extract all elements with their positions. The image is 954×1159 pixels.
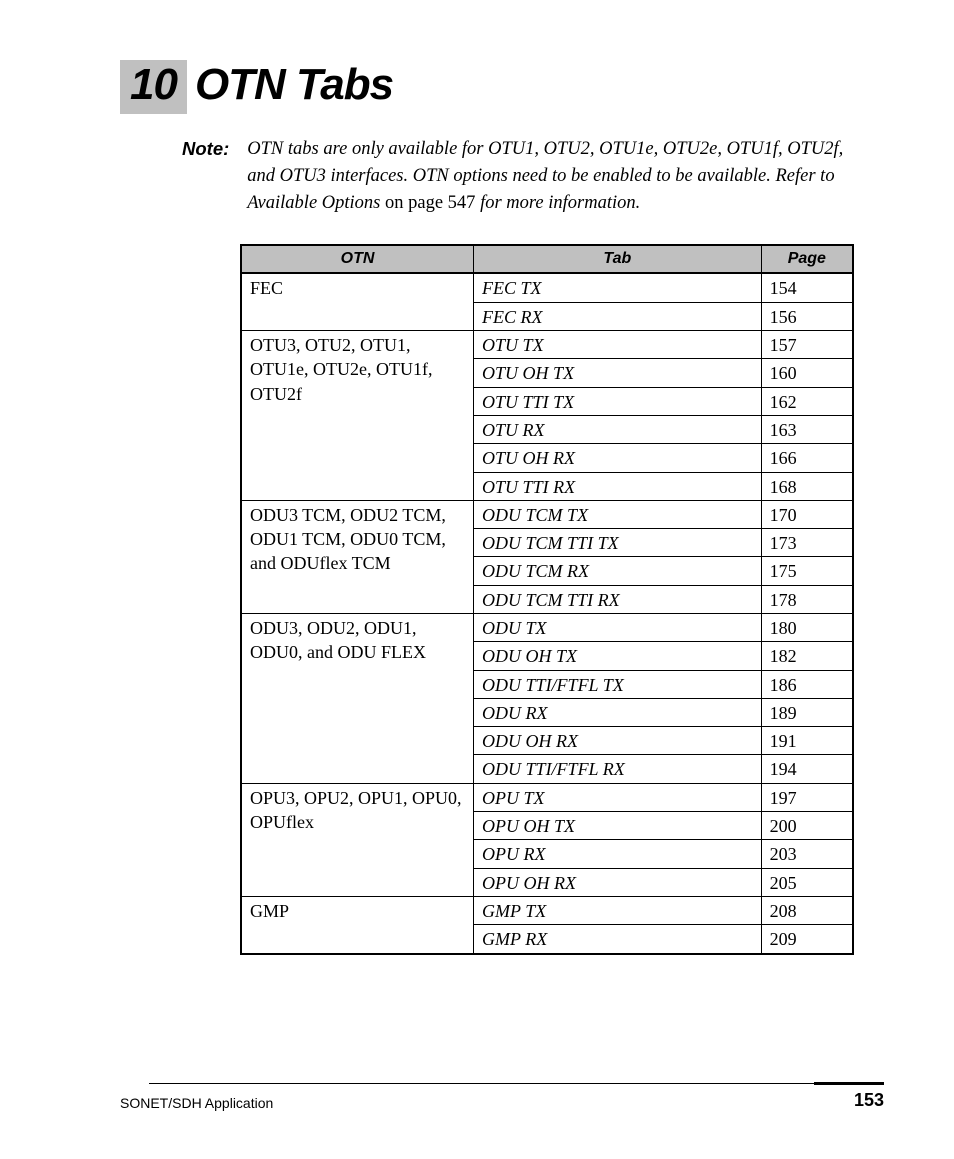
page-cell: 180: [761, 614, 853, 642]
note-block: Note: OTN tabs are only available for OT…: [182, 136, 854, 216]
table-row: ODU3, ODU2, ODU1, ODU0, and ODU FLEXODU …: [241, 614, 853, 642]
tab-cell: OTU TX: [474, 331, 762, 359]
footer-left: SONET/SDH Application: [120, 1095, 273, 1111]
tab-cell: ODU TTI/FTFL TX: [474, 670, 762, 698]
tab-cell: OPU OH RX: [474, 868, 762, 896]
th-page: Page: [761, 245, 853, 273]
tab-cell: ODU TTI/FTFL RX: [474, 755, 762, 783]
tab-cell: ODU TX: [474, 614, 762, 642]
otn-cell: FEC: [241, 273, 474, 330]
note-label: Note:: [182, 136, 229, 216]
tab-cell: OTU TTI TX: [474, 387, 762, 415]
tab-cell: ODU TCM RX: [474, 557, 762, 585]
tab-cell: GMP RX: [474, 925, 762, 954]
page-cell: 160: [761, 359, 853, 387]
page-cell: 182: [761, 642, 853, 670]
page-cell: 163: [761, 415, 853, 443]
th-tab: Tab: [474, 245, 762, 273]
tab-cell: GMP TX: [474, 896, 762, 924]
table-row: FECFEC TX154: [241, 273, 853, 302]
page-cell: 200: [761, 812, 853, 840]
page-cell: 154: [761, 273, 853, 302]
tab-cell: OPU TX: [474, 783, 762, 811]
page-cell: 205: [761, 868, 853, 896]
page-cell: 162: [761, 387, 853, 415]
page-cell: 166: [761, 444, 853, 472]
tab-cell: ODU TCM TTI RX: [474, 585, 762, 613]
page-cell: 173: [761, 529, 853, 557]
tab-cell: OTU OH RX: [474, 444, 762, 472]
tab-cell: FEC RX: [474, 302, 762, 330]
page-cell: 203: [761, 840, 853, 868]
chapter-header: 10 OTN Tabs: [120, 60, 884, 114]
note-text: OTN tabs are only available for OTU1, OT…: [247, 136, 854, 216]
tab-cell: ODU OH TX: [474, 642, 762, 670]
tab-cell: OPU OH TX: [474, 812, 762, 840]
page-cell: 208: [761, 896, 853, 924]
page-cell: 156: [761, 302, 853, 330]
tab-cell: ODU TCM TX: [474, 500, 762, 528]
tab-cell: FEC TX: [474, 273, 762, 302]
table-body: FECFEC TX154FEC RX156OTU3, OTU2, OTU1, O…: [241, 273, 853, 953]
tab-cell: OTU RX: [474, 415, 762, 443]
otn-cell: OPU3, OPU2, OPU1, OPU0, OPUflex: [241, 783, 474, 896]
table-row: OPU3, OPU2, OPU1, OPU0, OPUflexOPU TX197: [241, 783, 853, 811]
footer-rule-thick: [814, 1082, 884, 1085]
chapter-number: 10: [130, 60, 177, 109]
page-cell: 209: [761, 925, 853, 954]
otn-cell: ODU3 TCM, ODU2 TCM, ODU1 TCM, ODU0 TCM, …: [241, 500, 474, 613]
table-row: ODU3 TCM, ODU2 TCM, ODU1 TCM, ODU0 TCM, …: [241, 500, 853, 528]
otn-table-wrap: OTN Tab Page FECFEC TX154FEC RX156OTU3, …: [240, 244, 854, 954]
page-cell: 178: [761, 585, 853, 613]
table-header-row: OTN Tab Page: [241, 245, 853, 273]
page-cell: 186: [761, 670, 853, 698]
otn-cell: OTU3, OTU2, OTU1, OTU1e, OTU2e, OTU1f, O…: [241, 331, 474, 501]
tab-cell: ODU RX: [474, 698, 762, 726]
th-otn: OTN: [241, 245, 474, 273]
otn-table: OTN Tab Page FECFEC TX154FEC RX156OTU3, …: [240, 244, 854, 954]
note-roman: on page 547: [380, 193, 480, 213]
note-italic-2: for more information.: [480, 193, 640, 213]
page-cell: 168: [761, 472, 853, 500]
table-row: GMPGMP TX208: [241, 896, 853, 924]
page-cell: 175: [761, 557, 853, 585]
page: 10 OTN Tabs Note: OTN tabs are only avai…: [0, 0, 954, 1159]
footer: SONET/SDH Application 153: [70, 1090, 884, 1111]
otn-cell: GMP: [241, 896, 474, 953]
page-cell: 191: [761, 727, 853, 755]
footer-rule-thin: [149, 1083, 814, 1084]
table-row: OTU3, OTU2, OTU1, OTU1e, OTU2e, OTU1f, O…: [241, 331, 853, 359]
tab-cell: OTU TTI RX: [474, 472, 762, 500]
page-cell: 197: [761, 783, 853, 811]
tab-cell: OPU RX: [474, 840, 762, 868]
tab-cell: OTU OH TX: [474, 359, 762, 387]
chapter-number-box: 10: [120, 60, 187, 114]
otn-cell: ODU3, ODU2, ODU1, ODU0, and ODU FLEX: [241, 614, 474, 784]
tab-cell: ODU OH RX: [474, 727, 762, 755]
page-cell: 170: [761, 500, 853, 528]
footer-page-number: 153: [854, 1090, 884, 1111]
tab-cell: ODU TCM TTI TX: [474, 529, 762, 557]
page-cell: 189: [761, 698, 853, 726]
footer-rule: [149, 1082, 884, 1085]
page-cell: 157: [761, 331, 853, 359]
page-cell: 194: [761, 755, 853, 783]
chapter-title: OTN Tabs: [195, 60, 393, 110]
